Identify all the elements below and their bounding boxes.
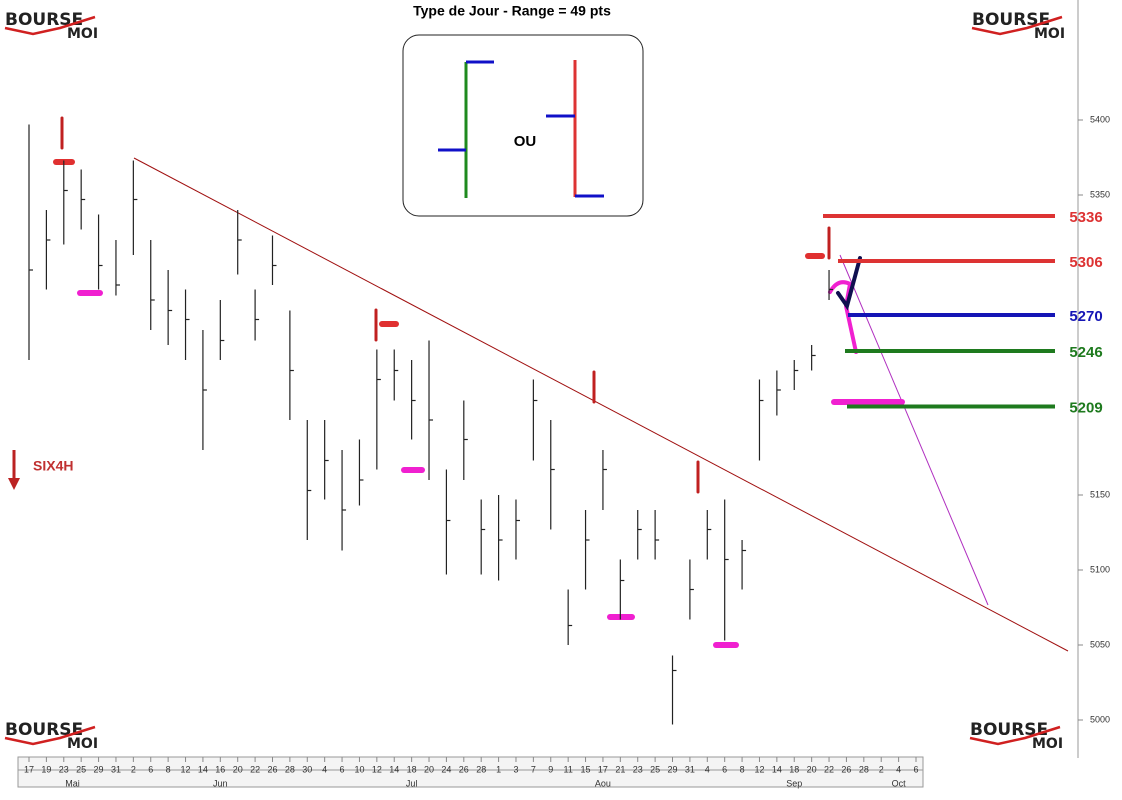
x-tick-label: 22: [250, 764, 260, 774]
x-tick-label: 28: [476, 764, 486, 774]
x-tick-label: 31: [685, 764, 695, 774]
x-tick-label: 26: [459, 764, 469, 774]
x-tick-label: 7: [531, 764, 536, 774]
logo-top: BOURSE: [5, 10, 83, 30]
month-label: Jun: [213, 778, 228, 788]
x-tick-label: 4: [322, 764, 327, 774]
x-tick-label: 18: [407, 764, 417, 774]
x-tick-label: 2: [879, 764, 884, 774]
x-tick-label: 26: [841, 764, 851, 774]
month-label: Jul: [406, 778, 418, 788]
x-tick-label: 28: [859, 764, 869, 774]
y-tick-label: 5000: [1090, 714, 1110, 724]
level-label: 5336: [1069, 209, 1102, 226]
annotations: [53, 116, 905, 648]
x-tick-label: 25: [650, 764, 660, 774]
x-tick-label: 24: [441, 764, 451, 774]
x-tick-label: 8: [166, 764, 171, 774]
x-tick-label: 25: [76, 764, 86, 774]
trend-line: [133, 157, 1069, 652]
inset-text: OU: [514, 133, 537, 150]
x-tick-label: 14: [389, 764, 399, 774]
logo-bottom: MOI: [1032, 736, 1063, 752]
x-tick-label: 4: [896, 764, 901, 774]
plot-frame: [17, 0, 1079, 788]
x-tick-label: 12: [372, 764, 382, 774]
x-tick-label: 18: [789, 764, 799, 774]
x-tick-label: 19: [41, 764, 51, 774]
logo-arrow: [4, 15, 96, 36]
x-tick-label: 17: [24, 764, 34, 774]
logo-arrow: [4, 725, 96, 746]
x-tick-label: 15: [581, 764, 591, 774]
inset: OU: [402, 34, 644, 217]
x-tick-label: 14: [198, 764, 208, 774]
logo-top: BOURSE: [970, 720, 1048, 740]
x-tick-label: 21: [615, 764, 625, 774]
y-tick-label: 5150: [1090, 489, 1110, 499]
x-tick-label: 20: [424, 764, 434, 774]
x-tick-label: 10: [354, 764, 364, 774]
month-label: Aou: [595, 778, 611, 788]
x-tick-label: 1: [496, 764, 501, 774]
x-tick-label: 30: [302, 764, 312, 774]
symbol: SIX4H: [8, 450, 73, 490]
x-tick-label: 11: [563, 764, 572, 774]
level-label: 5270: [1069, 308, 1102, 325]
x-tick-label: 12: [754, 764, 764, 774]
x-tick-label: 4: [705, 764, 710, 774]
logo-top: BOURSE: [5, 720, 83, 740]
logo-arrow: [971, 15, 1063, 36]
x-tick-label: 2: [131, 764, 136, 774]
x-tick-label: 23: [59, 764, 69, 774]
logo-arrow: [969, 725, 1061, 746]
month-label: Oct: [892, 778, 907, 788]
level-label: 5209: [1069, 399, 1102, 416]
x-tick-label: 29: [668, 764, 678, 774]
logo-bottom: MOI: [67, 26, 98, 42]
month-label: Sep: [786, 778, 802, 788]
x-tick-label: 8: [740, 764, 745, 774]
x-tick-label: 6: [148, 764, 153, 774]
y-tick-label: 5050: [1090, 639, 1110, 649]
level-label: 5306: [1069, 254, 1102, 271]
month-label: Mai: [65, 778, 80, 788]
x-tick-label: 20: [233, 764, 243, 774]
logo-bottom: MOI: [1034, 26, 1065, 42]
x-tick-label: 3: [513, 764, 518, 774]
x-tick-label: 28: [285, 764, 295, 774]
projection-line: [839, 254, 989, 606]
x-tick-label: 14: [772, 764, 782, 774]
x-tick-label: 6: [913, 764, 918, 774]
x-tick-label: 6: [340, 764, 345, 774]
logo-bottom: MOI: [67, 736, 98, 752]
y-tick-label: 5350: [1090, 189, 1110, 199]
x-tick-label: 22: [824, 764, 834, 774]
chart-title: Type de Jour - Range = 49 pts: [413, 3, 611, 19]
y-tick-label: 5400: [1090, 114, 1110, 124]
x-tick-label: 20: [807, 764, 817, 774]
x-tick-label: 23: [633, 764, 643, 774]
level-label: 5246: [1069, 344, 1102, 361]
x-tick-label: 6: [722, 764, 727, 774]
x-tick-label: 31: [111, 764, 121, 774]
x-tick-label: 16: [215, 764, 225, 774]
symbol-label: SIX4H: [33, 458, 73, 474]
x-tick-label: 9: [548, 764, 553, 774]
x-tick-label: 26: [267, 764, 277, 774]
y-tick-label: 5100: [1090, 564, 1110, 574]
x-tick-label: 29: [94, 764, 104, 774]
x-tick-label: 12: [181, 764, 191, 774]
x-tick-label: 17: [598, 764, 608, 774]
logo-top: BOURSE: [972, 10, 1050, 30]
